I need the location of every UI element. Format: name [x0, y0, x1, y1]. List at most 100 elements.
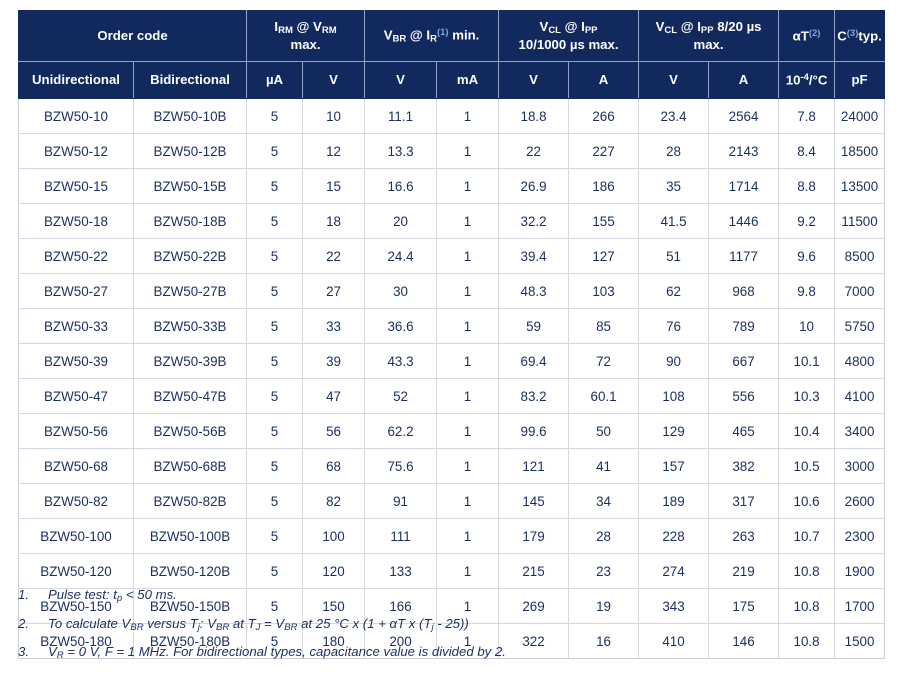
cell-vcl-8-20: 108 — [638, 378, 710, 414]
cell-vrm: 56 — [302, 413, 366, 449]
subheader-unit-a-ipp1: A — [568, 61, 640, 99]
cell-vbr: 24.4 — [364, 238, 438, 274]
cell-bidirectional: BZW50-39B — [132, 343, 248, 379]
cell-vrm: 39 — [302, 343, 366, 379]
cell-ipp-10-1000: 155 — [568, 203, 640, 239]
cell-alpha-t: 9.6 — [778, 238, 836, 274]
footnote-3: 3. VR = 0 V, F = 1 MHz. For bidirectiona… — [18, 645, 884, 661]
cell-vrm: 68 — [302, 448, 366, 484]
cell-vrm: 47 — [302, 378, 366, 414]
header-vcl-ipp-8-20: VCL @ IPP 8/20 µs max. — [638, 10, 780, 62]
cell-irm: 5 — [246, 168, 304, 204]
cell-ipp-10-1000: 127 — [568, 238, 640, 274]
cell-irm: 5 — [246, 553, 304, 589]
cell-ipp-10-1000: 34 — [568, 483, 640, 519]
cell-alpha-t: 8.8 — [778, 168, 836, 204]
cell-vcl-8-20: 157 — [638, 448, 710, 484]
cell-bidirectional: BZW50-56B — [132, 413, 248, 449]
cell-alpha-t: 10.3 — [778, 378, 836, 414]
table-row: BZW50-15 BZW50-15B 5 15 16.6 1 26.9 186 35 1714 8.… — [18, 168, 886, 204]
cell-vcl-10-1000: 39.4 — [498, 238, 570, 274]
subheader-unit-a-ipp2: A — [708, 61, 780, 99]
table-row: BZW50-10 BZW50-10B 5 10 11.1 1 18.8 266 23.4 2564… — [18, 98, 886, 134]
cell-ir: 1 — [436, 413, 500, 449]
cell-bidirectional: BZW50-68B — [132, 448, 248, 484]
cell-unidirectional: BZW50-68 — [18, 448, 134, 484]
cell-vcl-8-20: 90 — [638, 343, 710, 379]
cell-vrm: 22 — [302, 238, 366, 274]
cell-irm: 5 — [246, 483, 304, 519]
cell-c-typ: 7000 — [834, 273, 886, 309]
subheader-unit-ua: µA — [246, 61, 304, 99]
subheader-unit-v-vcl2: V — [638, 61, 710, 99]
cell-irm: 5 — [246, 378, 304, 414]
cell-c-typ: 11500 — [834, 203, 886, 239]
cell-vrm: 10 — [302, 98, 366, 134]
cell-ipp-10-1000: 266 — [568, 98, 640, 134]
cell-vcl-8-20: 274 — [638, 553, 710, 589]
cell-vrm: 82 — [302, 483, 366, 519]
table-body: BZW50-10 BZW50-10B 5 10 11.1 1 18.8 266 23.4 2564… — [18, 98, 886, 659]
table-row: BZW50-12 BZW50-12B 5 12 13.3 1 22 227 28 2143 8.4 1… — [18, 133, 886, 169]
cell-bidirectional: BZW50-150B — [132, 588, 248, 624]
cell-c-typ: 2600 — [834, 483, 886, 519]
subheader-unit-pf: pF — [834, 61, 886, 99]
cell-unidirectional: BZW50-33 — [18, 308, 134, 344]
cell-irm: 5 — [246, 413, 304, 449]
cell-vcl-8-20: 410 — [638, 623, 710, 659]
cell-ipp-8-20: 2564 — [708, 98, 780, 134]
cell-vcl-10-1000: 179 — [498, 518, 570, 554]
table-row: BZW50-56 BZW50-56B 5 56 62.2 1 99.6 50 129 465 10.… — [18, 413, 886, 449]
cell-bidirectional: BZW50-18B — [132, 203, 248, 239]
cell-irm: 5 — [246, 623, 304, 659]
cell-alpha-t: 10.1 — [778, 343, 836, 379]
cell-irm: 5 — [246, 518, 304, 554]
cell-ipp-10-1000: 227 — [568, 133, 640, 169]
footnote-1: 1. Pulse test: tp < 50 ms. — [18, 588, 884, 604]
cell-vrm: 120 — [302, 553, 366, 589]
cell-alpha-t: 9.8 — [778, 273, 836, 309]
footnote-3-number: 3. — [18, 644, 29, 660]
footnote-1-number: 1. — [18, 587, 29, 602]
electrical-characteristics-table: Order code IRM @ VRM max. VBR @ IR(1) min… — [17, 10, 886, 659]
header-alpha-t: αT(2) — [778, 10, 836, 62]
cell-unidirectional: BZW50-22 — [18, 238, 134, 274]
cell-ipp-8-20: 1446 — [708, 203, 780, 239]
cell-unidirectional: BZW50-12 — [18, 133, 134, 169]
cell-vrm: 27 — [302, 273, 366, 309]
cell-irm: 5 — [246, 343, 304, 379]
cell-ipp-8-20: 263 — [708, 518, 780, 554]
cell-ipp-10-1000: 85 — [568, 308, 640, 344]
cell-vrm: 100 — [302, 518, 366, 554]
cell-ipp-10-1000: 60.1 — [568, 378, 640, 414]
cell-c-typ: 4800 — [834, 343, 886, 379]
cell-vrm: 18 — [302, 203, 366, 239]
cell-alpha-t: 10.8 — [778, 553, 836, 589]
cell-unidirectional: BZW50-39 — [18, 343, 134, 379]
cell-ipp-8-20: 1177 — [708, 238, 780, 274]
cell-unidirectional: BZW50-18 — [18, 203, 134, 239]
cell-vbr: 133 — [364, 553, 438, 589]
cell-vbr: 30 — [364, 273, 438, 309]
cell-unidirectional: BZW50-15 — [18, 168, 134, 204]
cell-bidirectional: BZW50-12B — [132, 133, 248, 169]
cell-unidirectional: BZW50-10 — [18, 98, 134, 134]
cell-c-typ: 24000 — [834, 98, 886, 134]
cell-unidirectional: BZW50-82 — [18, 483, 134, 519]
cell-vcl-8-20: 129 — [638, 413, 710, 449]
cell-vrm: 150 — [302, 588, 366, 624]
footnote-2: 2. To calculate VBR versus Tj: VBR at TJ… — [18, 616, 884, 633]
cell-ipp-8-20: 556 — [708, 378, 780, 414]
cell-vcl-8-20: 28 — [638, 133, 710, 169]
cell-c-typ: 4100 — [834, 378, 886, 414]
cell-ipp-8-20: 465 — [708, 413, 780, 449]
cell-bidirectional: BZW50-10B — [132, 98, 248, 134]
cell-bidirectional: BZW50-82B — [132, 483, 248, 519]
cell-c-typ: 3400 — [834, 413, 886, 449]
cell-ipp-8-20: 1714 — [708, 168, 780, 204]
cell-ir: 1 — [436, 518, 500, 554]
cell-unidirectional: BZW50-47 — [18, 378, 134, 414]
cell-bidirectional: BZW50-15B — [132, 168, 248, 204]
cell-c-typ: 2300 — [834, 518, 886, 554]
